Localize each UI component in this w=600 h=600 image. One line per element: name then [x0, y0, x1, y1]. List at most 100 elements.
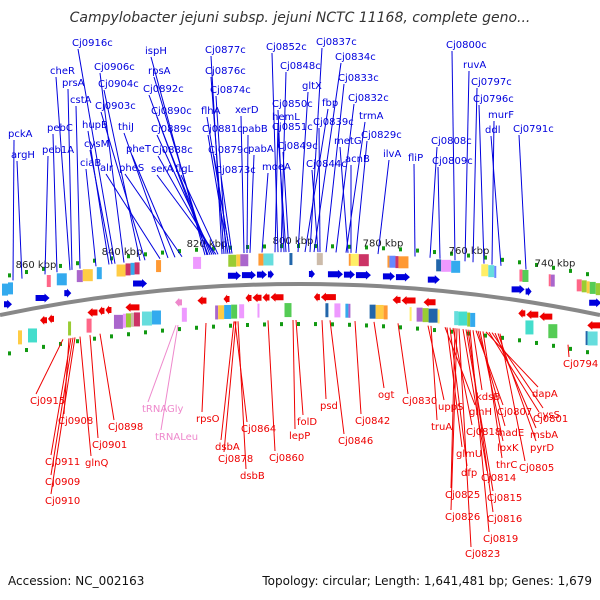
forward-gene-label[interactable]: serA [151, 164, 173, 175]
reverse-gene-label[interactable]: Cj0908 [58, 416, 93, 427]
reverse-gene-label[interactable]: Cj0794 [563, 359, 598, 370]
reverse-gene-label[interactable]: kdsB [476, 392, 500, 403]
forward-gene-label[interactable]: Cj0904c [98, 79, 139, 90]
forward-gene-label[interactable]: Cj0892c [143, 84, 184, 95]
forward-gene-label[interactable]: Cj0797c [471, 77, 512, 88]
reverse-gene-label[interactable]: Cj0823 [465, 549, 500, 560]
forward-gene-label[interactable]: Cj0796c [473, 94, 514, 105]
reverse-gene-label[interactable]: Cj0864 [241, 424, 276, 435]
forward-gene-label[interactable]: flhA [201, 106, 221, 117]
forward-gene-label[interactable]: alr [100, 163, 114, 174]
forward-gene-label[interactable]: Cj0852c [266, 42, 307, 53]
forward-gene-label[interactable]: ddl [485, 125, 500, 136]
forward-gene-label[interactable]: Cj0877c [205, 45, 246, 56]
forward-gene-label[interactable]: murF [488, 110, 514, 121]
forward-gene-label[interactable]: Cj0808c [431, 136, 472, 147]
reverse-gene-label[interactable]: dsbB [240, 471, 265, 482]
reverse-gene-label[interactable]: Cj0901 [92, 440, 127, 451]
forward-gene-label[interactable]: pabB [242, 124, 268, 135]
forward-gene-label[interactable]: Cj0829c [361, 130, 402, 141]
forward-gene-label[interactable]: xerD [235, 105, 259, 116]
reverse-gene-label[interactable]: cysS [537, 410, 560, 421]
reverse-gene-label[interactable]: Cj0878 [218, 454, 253, 465]
forward-gene-label[interactable]: Cj0890c [151, 106, 192, 117]
forward-gene-label[interactable]: Cj0850c [272, 99, 313, 110]
forward-gene-label[interactable]: ispH [145, 46, 167, 57]
rna-gene-label[interactable]: tRNALeu [155, 432, 198, 443]
forward-gene-label[interactable]: Cj0903c [95, 101, 136, 112]
reverse-gene-label[interactable]: lepP [289, 431, 310, 442]
forward-gene-label[interactable]: Cj0839c [313, 117, 354, 128]
reverse-gene-label[interactable]: glnQ [85, 458, 108, 469]
reverse-gene-label[interactable]: dsbA [215, 442, 240, 453]
reverse-gene-label[interactable]: Cj0807 [497, 407, 532, 418]
reverse-gene-label[interactable]: lpxK [497, 443, 519, 454]
forward-gene-label[interactable]: pheS [119, 163, 144, 174]
forward-gene-label[interactable]: acnB [345, 154, 370, 165]
forward-gene-label[interactable]: Cj0851c [272, 122, 313, 133]
forward-gene-label[interactable]: Cj0791c [513, 124, 554, 135]
reverse-gene-label[interactable]: Cj0801 [533, 414, 568, 425]
forward-gene-label[interactable]: fbp [322, 98, 338, 109]
forward-gene-label[interactable]: Cj0876c [205, 66, 246, 77]
forward-gene-label[interactable]: peb1A [42, 145, 74, 156]
forward-gene-label[interactable]: Cj0809c [432, 156, 473, 167]
forward-gene-label[interactable]: hupB [82, 120, 108, 131]
reverse-gene-label[interactable]: ogt [378, 390, 394, 401]
forward-gene-label[interactable]: Cj0873c [215, 165, 256, 176]
reverse-gene-label[interactable]: Cj0910 [45, 496, 80, 507]
reverse-gene-label[interactable]: glmU [456, 449, 482, 460]
reverse-gene-label[interactable]: Cj0860 [269, 453, 304, 464]
reverse-gene-label[interactable]: uppS [438, 402, 463, 413]
reverse-gene-label[interactable]: Cj0898 [108, 422, 143, 433]
rna-gene-label[interactable]: tRNAGly [142, 404, 184, 415]
forward-gene-label[interactable]: Cj0881c [202, 124, 243, 135]
forward-gene-label[interactable]: ilvA [383, 149, 401, 160]
reverse-gene-label[interactable]: dfp [461, 468, 477, 479]
forward-gene-label[interactable]: Cj0844c [306, 159, 347, 170]
forward-gene-label[interactable]: thiJ [118, 122, 134, 133]
reverse-gene-label[interactable]: Cj0911 [45, 457, 80, 468]
forward-gene-label[interactable]: ruvA [463, 60, 486, 71]
reverse-gene-label[interactable]: truA [431, 422, 452, 433]
reverse-gene-label[interactable]: msbA [530, 430, 558, 441]
reverse-gene-label[interactable]: pyrD [530, 443, 554, 454]
forward-gene-label[interactable]: moeA [262, 162, 291, 173]
reverse-gene-label[interactable]: psd [320, 401, 338, 412]
forward-gene-label[interactable]: Cj0848c [280, 61, 321, 72]
forward-gene-label[interactable]: metG [334, 136, 362, 147]
reverse-gene-label[interactable]: Cj0805 [519, 463, 554, 474]
forward-gene-label[interactable]: rpsA [148, 66, 171, 77]
forward-gene-label[interactable]: flgL [175, 164, 194, 175]
forward-gene-label[interactable]: Cj0849c [277, 141, 318, 152]
reverse-gene-label[interactable]: Cj0825 [445, 490, 480, 501]
forward-gene-label[interactable]: Cj0888c [152, 145, 193, 156]
forward-gene-label[interactable]: hemL [272, 112, 300, 123]
forward-gene-label[interactable]: pabA [248, 144, 274, 155]
reverse-gene-label[interactable]: thrC [496, 460, 517, 471]
reverse-gene-label[interactable]: rpsO [196, 414, 220, 425]
forward-gene-label[interactable]: cheR [50, 66, 75, 77]
forward-gene-label[interactable]: fliP [408, 153, 423, 164]
reverse-gene-label[interactable]: Cj0814 [481, 473, 516, 484]
forward-gene-label[interactable]: Cj0916c [72, 38, 113, 49]
forward-gene-label[interactable]: argH [11, 150, 35, 161]
forward-gene-label[interactable]: Cj0837c [316, 37, 357, 48]
forward-gene-label[interactable]: Cj0906c [94, 62, 135, 73]
forward-gene-label[interactable]: prsA [62, 78, 85, 89]
forward-gene-label[interactable]: cysM [84, 139, 109, 150]
forward-gene-label[interactable]: pheT [126, 144, 152, 155]
reverse-gene-label[interactable]: Cj0909 [45, 477, 80, 488]
reverse-gene-label[interactable]: Cj0819 [483, 534, 518, 545]
forward-gene-label[interactable]: Cj0834c [335, 52, 376, 63]
forward-gene-label[interactable]: gltX [302, 81, 322, 92]
forward-gene-label[interactable]: pckA [8, 129, 33, 140]
reverse-gene-label[interactable]: Cj0846 [338, 436, 373, 447]
reverse-gene-label[interactable]: Cj0915 [30, 396, 65, 407]
reverse-gene-label[interactable]: Cj0815 [487, 493, 522, 504]
forward-gene-label[interactable]: Cj0879c [208, 145, 249, 156]
forward-gene-label[interactable]: ciaB [80, 158, 101, 169]
reverse-gene-label[interactable]: Cj0826 [445, 512, 480, 523]
forward-gene-label[interactable]: Cj0832c [348, 93, 389, 104]
